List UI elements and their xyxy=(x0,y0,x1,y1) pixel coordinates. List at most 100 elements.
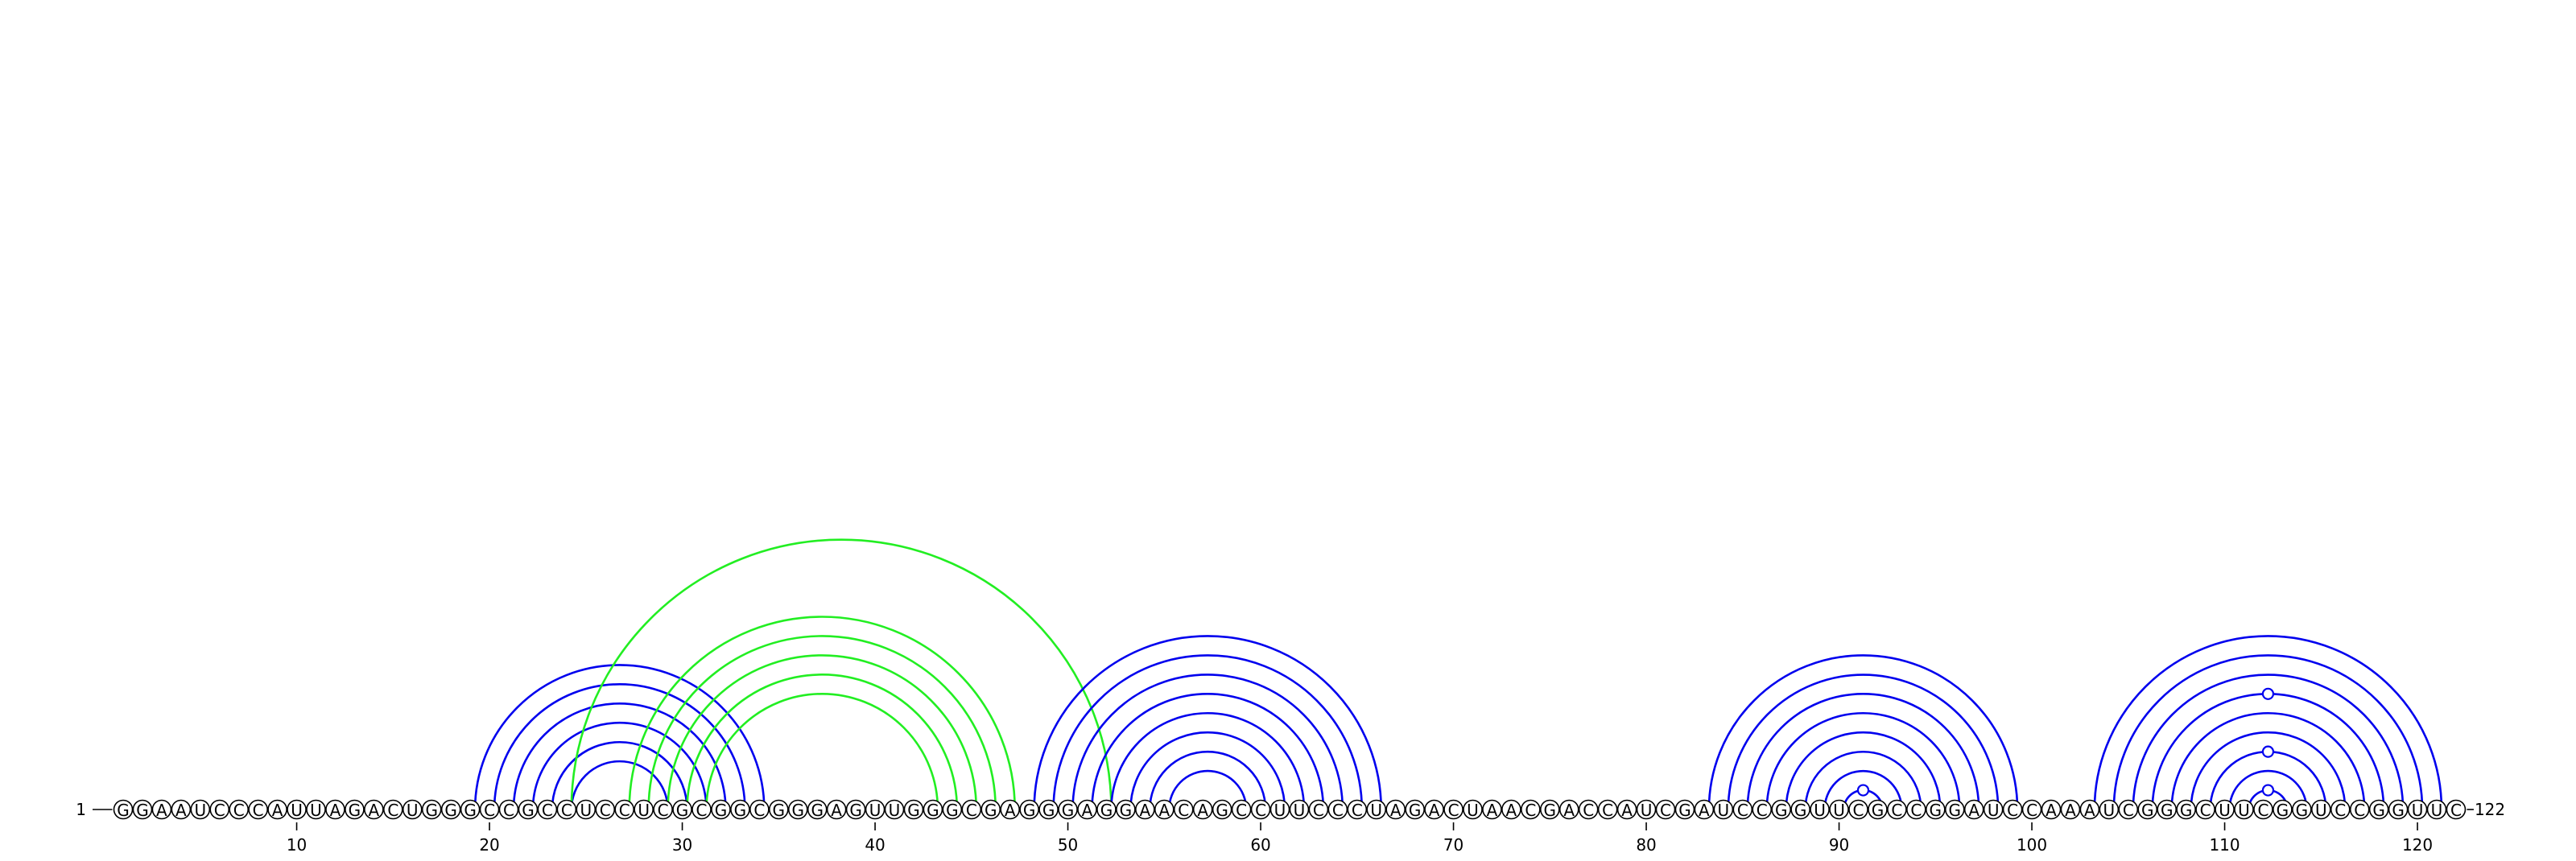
nucleotide-14: A xyxy=(364,799,384,820)
nucleotide-circle xyxy=(1289,799,1310,820)
tick-label-10: 10 xyxy=(287,835,307,855)
nucleotide-84: U xyxy=(1713,799,1734,820)
nucleotide-letter: C xyxy=(1583,801,1594,820)
nucleotide-letter: U xyxy=(2103,801,2116,820)
nucleotide-letter: C xyxy=(1525,801,1536,820)
nucleotide-circle xyxy=(2099,799,2120,820)
tick-label-70: 70 xyxy=(1443,835,1463,855)
nucleotide-letter: G xyxy=(1872,801,1885,820)
nucleotide-83: A xyxy=(1694,799,1715,820)
nucleotide-circle xyxy=(730,799,750,820)
tick-label-20: 20 xyxy=(479,835,499,855)
nucleotide-circle xyxy=(1192,799,1213,820)
nucleotide-25: U xyxy=(576,799,597,820)
nucleotide-35: G xyxy=(768,799,789,820)
blue-arc-103-121 xyxy=(2093,635,2443,810)
nucleotide-112: C xyxy=(2253,799,2273,820)
nucleotide-letter: U xyxy=(1833,801,1845,820)
nucleotide-circle xyxy=(826,799,847,820)
nucleotide-letter: G xyxy=(444,801,457,820)
nucleotide-circle xyxy=(2079,799,2100,820)
nucleotide-letter: U xyxy=(580,801,592,820)
nucleotide-letter: U xyxy=(1988,801,2000,820)
nucleotide-93: C xyxy=(1887,799,1907,820)
nucleotide-letter: C xyxy=(966,801,977,820)
nucleotide-letter: G xyxy=(2372,801,2385,820)
blue-arc-87-95 xyxy=(1785,731,1942,810)
nucleotide-letter: A xyxy=(2084,801,2095,820)
nucleotide-letter: C xyxy=(1255,801,1266,820)
nucleotide-114: G xyxy=(2292,799,2312,820)
nucleotide-circle xyxy=(1173,799,1194,820)
nucleotide-letter: G xyxy=(136,801,149,820)
nucleotide-86: C xyxy=(1752,799,1773,820)
nucleotide-letter: G xyxy=(1100,801,1113,820)
nucleotide-73: A xyxy=(1501,799,1521,820)
blue-arc-83-99 xyxy=(1707,654,2019,810)
nucleotide-117: C xyxy=(2349,799,2370,820)
blue-arc-85-97 xyxy=(1746,693,1980,810)
nucleotide-letter: G xyxy=(117,801,130,820)
blue-arc-108-116 xyxy=(2190,731,2347,810)
nucleotide-circle xyxy=(903,799,924,820)
sequence-start-label: 1 xyxy=(76,800,86,819)
nucleotide-87: G xyxy=(1771,799,1791,820)
nucleotide-letter: G xyxy=(2392,801,2405,820)
nucleotide-circle xyxy=(345,799,365,820)
nucleotide-circle xyxy=(325,799,345,820)
nucleotide-letter: G xyxy=(946,801,959,820)
nucleotide-2: G xyxy=(132,799,153,820)
nucleotide-66: U xyxy=(1366,799,1387,820)
nucleotide-circle xyxy=(2176,799,2196,820)
base-pair-arcs xyxy=(473,538,2443,810)
nucleotide-16: U xyxy=(402,799,423,820)
nucleotide-letter: G xyxy=(1930,801,1942,820)
nucleotide-circle xyxy=(1250,799,1271,820)
nucleotide-circle xyxy=(267,799,287,820)
tick-label-120: 120 xyxy=(2402,835,2433,855)
nucleotide-circle xyxy=(923,799,943,820)
nucleotide-circle xyxy=(2021,799,2042,820)
nucleotide-letter: A xyxy=(1968,801,1979,820)
nucleotide-116: C xyxy=(2330,799,2351,820)
nucleotide-circle xyxy=(711,799,731,820)
nucleotide-24: C xyxy=(556,799,577,820)
nucleotide-letter: C xyxy=(2334,801,2346,820)
nucleotide-letter: C xyxy=(1910,801,1922,820)
nucleotide-letter: C xyxy=(619,801,630,820)
nucleotide-letter: G xyxy=(2296,801,2309,820)
nucleotide-69: A xyxy=(1424,799,1444,820)
nucleotide-letter: G xyxy=(522,801,535,820)
nucleotide-letter: C xyxy=(1602,801,1613,820)
nucleotide-letter: U xyxy=(2219,801,2231,820)
nucleotide-circle xyxy=(2118,799,2139,820)
nucleotide-circle xyxy=(1674,799,1695,820)
nucleotide-letter: C xyxy=(233,801,245,820)
nucleotide-circle xyxy=(1096,799,1117,820)
blue-arc-50-64 xyxy=(1071,674,1344,810)
nucleotide-circle xyxy=(1135,799,1155,820)
nucleotide-letter: C xyxy=(1853,801,1864,820)
nucleotide-56: C xyxy=(1173,799,1194,820)
blue-arc-24-29 xyxy=(570,760,669,810)
nucleotide-circle xyxy=(556,799,577,820)
nucleotide-letter: C xyxy=(1660,801,1671,820)
nucleotide-circle xyxy=(1944,799,1965,820)
nucleotide-letter: A xyxy=(1158,801,1170,820)
nucleotide-circle xyxy=(2234,799,2254,820)
nucleotide-circle xyxy=(787,799,808,820)
nucleotide-circle xyxy=(595,799,616,820)
nucleotide-letter: G xyxy=(734,801,747,820)
nucleotide-48: G xyxy=(1019,799,1039,820)
nucleotide-34: C xyxy=(749,799,770,820)
nucleotide-circle xyxy=(961,799,982,820)
nucleotide-letter: C xyxy=(2354,801,2365,820)
nucleotide-115: U xyxy=(2311,799,2331,820)
nucleotide-letter: C xyxy=(1236,801,1247,820)
nucleotide-circle xyxy=(1154,799,1174,820)
green-arc-29-45 xyxy=(667,654,978,810)
nucleotide-101: A xyxy=(2041,799,2062,820)
nucleotide-letter: A xyxy=(1390,801,1402,820)
tick-label-60: 60 xyxy=(1250,835,1270,855)
nucleotide-letter: C xyxy=(2026,801,2037,820)
